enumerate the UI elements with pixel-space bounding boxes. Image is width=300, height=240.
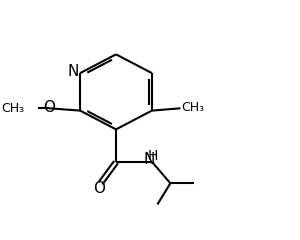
Text: methoxy: methoxy [16, 107, 23, 108]
Text: N: N [144, 152, 155, 167]
Text: N: N [68, 64, 80, 79]
Text: O: O [44, 100, 56, 115]
Text: CH₃: CH₃ [182, 101, 205, 114]
Text: CH₃: CH₃ [2, 102, 25, 115]
Text: O: O [93, 181, 105, 196]
Text: H: H [148, 149, 158, 163]
